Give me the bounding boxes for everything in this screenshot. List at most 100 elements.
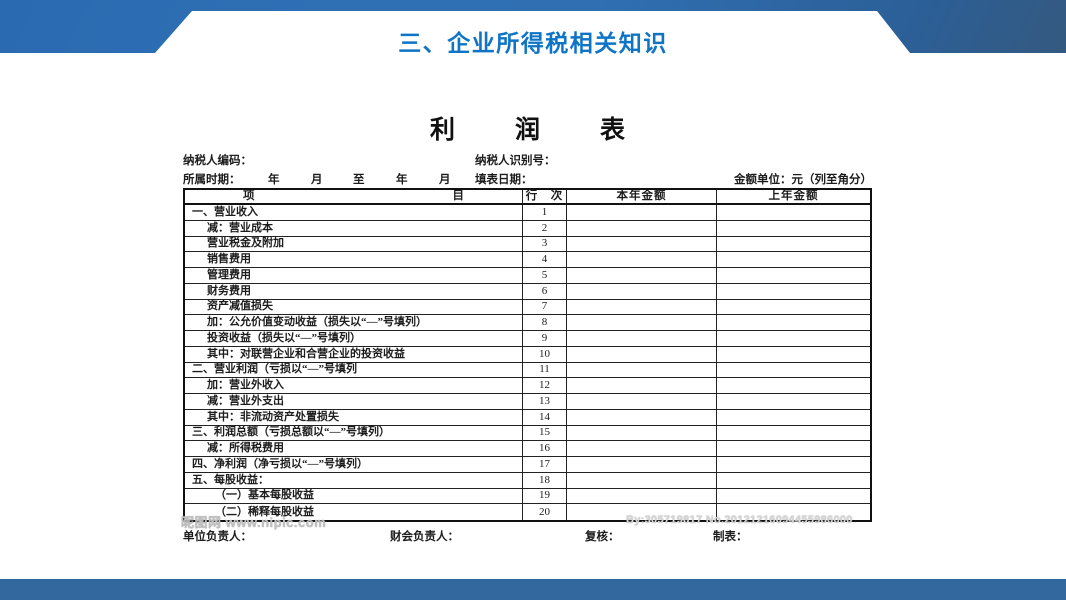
table-row-prior-year	[717, 426, 870, 442]
table-row-current-year	[567, 346, 717, 363]
table-row-prior-year	[717, 300, 870, 316]
col-header-line-no: 行 次	[523, 190, 567, 205]
table-row-line-no: 4	[523, 252, 567, 268]
table-row-prior-year	[717, 331, 870, 347]
table-row-item: 销售费用	[185, 252, 523, 268]
table-row-prior-year	[717, 315, 870, 331]
table-row-current-year	[567, 283, 717, 300]
header-banner-notch	[154, 11, 911, 53]
table-row-item: 一、营业收入	[185, 205, 523, 221]
table-row-line-no: 6	[523, 283, 567, 300]
period-month2: 月	[439, 174, 451, 186]
table-row-prior-year	[717, 489, 870, 505]
table-row-prior-year	[717, 394, 870, 410]
table-row-prior-year	[717, 252, 870, 268]
watermark-serial: By:305719817 No.20121216094455986000	[626, 514, 853, 526]
table-row-prior-year	[717, 347, 870, 363]
table-row-current-year	[567, 252, 717, 268]
table-row-prior-year	[717, 441, 870, 457]
table-row-line-no: 7	[523, 299, 567, 316]
table-row-current-year	[567, 299, 717, 316]
table-row-line-no: 19	[523, 488, 567, 505]
table-row-item: 管理费用	[185, 268, 523, 284]
table-row-item: 减：营业成本	[185, 220, 523, 237]
table-row-item: 三、利润总额（亏损总额以“—”号填列）	[185, 425, 523, 442]
form-title-char: 表	[600, 117, 626, 144]
signature-line: 单位负责人： 财会负责人： 复核： 制表：	[183, 528, 872, 543]
table-row-item: 其中：对联营企业和合营企业的投资收益	[185, 346, 523, 363]
table-row-line-no: 2	[523, 220, 567, 237]
form-meta-line2: 所属时期： 年 月 至 年 月 填表日期： 金额单位：元（列至角分）	[183, 171, 872, 186]
table-row-current-year	[567, 268, 717, 284]
table-row-item: 二、营业利润（亏损以“—”号填列	[185, 362, 523, 379]
unit-head-label: 单位负责人：	[183, 531, 252, 543]
table-row-current-year	[567, 409, 717, 426]
table-row-current-year	[567, 488, 717, 505]
col-header-prior-year: 上年金额	[717, 190, 870, 205]
table-row-item: 五、每股收益：	[185, 472, 523, 489]
table-row-line-no: 1	[523, 205, 567, 221]
table-row-line-no: 16	[523, 441, 567, 457]
profit-table: 项 目 行 次 本年金额 上年金额 一、营业收入 1 减：营业成本 2 营业税金…	[183, 188, 872, 522]
table-row-prior-year	[717, 268, 870, 284]
table-row-item: 减：所得税费用	[185, 441, 523, 457]
table-row-current-year	[567, 236, 717, 253]
form-title: 利 润 表	[183, 110, 872, 146]
table-row-current-year	[567, 441, 717, 457]
form-title-char: 润	[514, 117, 540, 144]
fill-date-label: 填表日期：	[475, 174, 533, 186]
table-row-item: 财务费用	[185, 283, 523, 300]
table-row-item: 其中：非流动资产处置损失	[185, 409, 523, 426]
watermark-nipic: 昵图网 www.nipic.com	[181, 515, 327, 530]
table-row-item: 加：公允价值变动收益（损失以“—”号填列）	[185, 315, 523, 331]
table-row-current-year	[567, 220, 717, 237]
table-row-current-year	[567, 205, 717, 221]
table-row-item: 加：营业外收入	[185, 378, 523, 394]
amount-unit-label: 金额单位：元（列至角分）	[734, 174, 872, 186]
table-row-current-year	[567, 331, 717, 347]
table-row-line-no: 3	[523, 236, 567, 253]
form-meta-line1: 纳税人编码： 纳税人识别号：	[183, 152, 872, 167]
table-row-current-year	[567, 425, 717, 442]
table-row-current-year	[567, 315, 717, 331]
table-row-item: 资产减值损失	[185, 299, 523, 316]
table-row-prior-year	[717, 457, 870, 473]
slide-title: 三、企业所得税相关知识	[398, 30, 668, 56]
table-row-line-no: 12	[523, 378, 567, 394]
profit-statement-form: 利 润 表 纳税人编码： 纳税人识别号： 所属时期： 年 月 至 年 月 填表日…	[181, 108, 872, 548]
table-row-item: （一）基本每股收益	[185, 488, 523, 505]
review-label: 复核：	[585, 531, 620, 543]
table-row-current-year	[567, 472, 717, 489]
table-row-prior-year	[717, 221, 870, 237]
table-row-prior-year	[717, 378, 870, 394]
form-title-char: 利	[429, 117, 455, 144]
footer-bar	[0, 579, 1066, 600]
preparer-label: 制表：	[713, 531, 748, 543]
table-row-current-year	[567, 504, 717, 520]
col-header-item-char2: 目	[452, 190, 465, 202]
table-row-line-no: 14	[523, 409, 567, 426]
col-header-item: 项 目	[185, 190, 523, 205]
period-to: 至	[353, 174, 365, 186]
table-row-item: 减：营业外支出	[185, 394, 523, 410]
table-row-item: （二）稀释每股收益	[185, 504, 523, 520]
taxpayer-code-label: 纳税人编码：	[183, 155, 252, 167]
table-row-line-no: 13	[523, 394, 567, 410]
table-row-line-no: 9	[523, 331, 567, 347]
table-row-prior-year	[717, 473, 870, 489]
table-row-current-year	[567, 394, 717, 410]
table-row-item: 四、净利润（净亏损以“—”号填列）	[185, 457, 523, 473]
finance-head-label: 财会负责人：	[390, 531, 459, 543]
table-row-line-no: 11	[523, 362, 567, 379]
col-header-item-char1: 项	[243, 190, 255, 202]
col-header-current-year: 本年金额	[567, 190, 717, 205]
table-row-line-no: 10	[523, 346, 567, 363]
table-row-prior-year	[717, 237, 870, 253]
table-row-current-year	[567, 362, 717, 379]
table-row-prior-year	[717, 410, 870, 426]
table-row-current-year	[567, 378, 717, 394]
table-row-prior-year	[717, 363, 870, 379]
table-row-current-year	[567, 457, 717, 473]
table-row-line-no: 5	[523, 268, 567, 284]
table-row-prior-year	[717, 205, 870, 221]
